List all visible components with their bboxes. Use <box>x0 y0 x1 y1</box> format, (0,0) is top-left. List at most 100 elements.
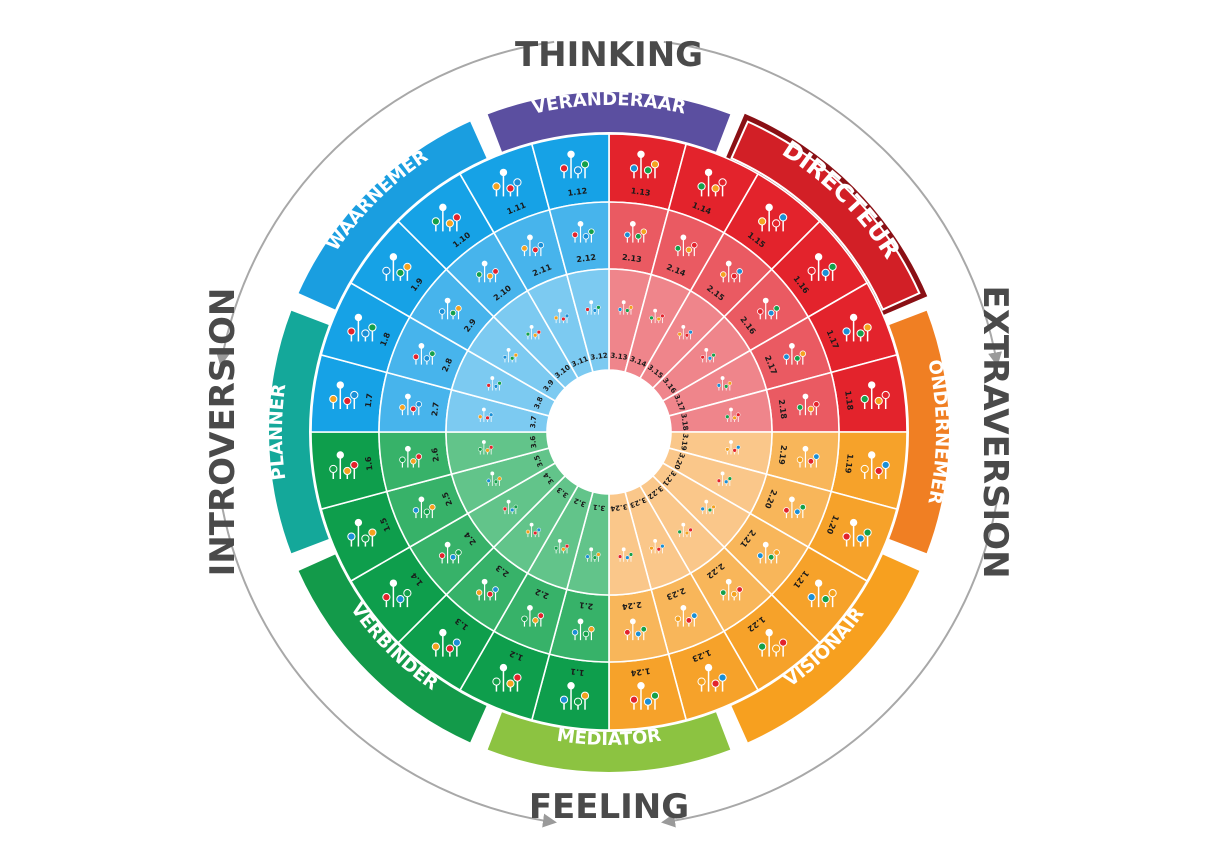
ring-cell[interactable]: 2.7 <box>378 371 453 433</box>
cell-number: 2.24 <box>621 600 642 612</box>
pin-head <box>677 529 682 535</box>
segment-fill <box>298 121 487 310</box>
pin-marker-group <box>329 381 359 410</box>
pin-marker-group <box>438 541 462 564</box>
pin-head <box>802 393 809 400</box>
pin-head <box>711 184 720 193</box>
pin-head <box>399 456 406 463</box>
pin-head <box>794 508 801 516</box>
ring-cell[interactable]: 1.7 <box>310 353 388 433</box>
pin-head <box>813 453 820 460</box>
pin-marker-group <box>475 260 499 283</box>
pin-marker-group <box>347 313 377 342</box>
ring-cell[interactable]: 3.24 <box>608 490 653 596</box>
pin-head <box>361 329 370 338</box>
pin-head <box>773 305 780 312</box>
pin-head <box>779 213 788 222</box>
pin-head <box>410 458 417 465</box>
ring-cell[interactable]: 2.6 <box>378 431 453 493</box>
pin-head <box>720 376 725 380</box>
pin-head <box>415 401 422 408</box>
pin-head <box>757 308 764 315</box>
pin-marker-group <box>697 663 727 692</box>
pin-head <box>677 332 682 337</box>
pin-head <box>499 168 508 177</box>
pin-head <box>506 679 515 688</box>
pin-head <box>481 578 488 585</box>
pin-head <box>629 695 639 704</box>
pin-marker-group <box>399 393 422 416</box>
pin-head <box>720 471 725 476</box>
pin-head <box>585 307 590 312</box>
pin-head <box>762 541 769 548</box>
ring-cell[interactable]: 1.1 <box>530 653 610 731</box>
pin-head <box>716 478 722 483</box>
pin-marker-group <box>700 499 716 515</box>
pin-marker-group <box>649 308 665 324</box>
pin-head <box>513 673 522 682</box>
pin-head <box>452 213 461 222</box>
pin-head <box>730 272 738 280</box>
cell-number: 1.6 <box>364 456 375 472</box>
pin-marker-group <box>521 234 545 257</box>
pin-head <box>444 297 451 304</box>
ring-cell[interactable]: 1.6 <box>310 431 388 511</box>
pin-head <box>730 590 738 598</box>
pin-head <box>527 234 533 241</box>
pin-marker-group <box>502 499 518 515</box>
pin-head <box>439 203 447 212</box>
ring-cell[interactable]: 2.11 <box>492 208 568 292</box>
pin-head <box>621 547 626 552</box>
pin-head <box>350 390 359 400</box>
pin-head <box>688 329 693 335</box>
pin-head <box>497 476 502 481</box>
pin-head <box>452 638 461 647</box>
pin-head <box>489 445 494 450</box>
pin-head <box>767 553 775 561</box>
ring-cell[interactable]: 1.8 <box>320 281 411 374</box>
pin-head <box>643 166 653 175</box>
pin-head <box>736 268 743 275</box>
pin-head <box>711 352 716 358</box>
type-segment-ondernemer[interactable]: ONDERNEMER <box>889 310 952 554</box>
pin-marker-group <box>486 376 502 391</box>
pin-head <box>860 464 869 474</box>
type-segment-veranderaar[interactable]: VERANDERAAR <box>487 89 731 152</box>
pin-head <box>624 629 631 636</box>
pin-head <box>732 415 737 420</box>
pin-head <box>729 440 733 444</box>
pin-head <box>828 589 837 598</box>
segment-fill <box>487 91 731 152</box>
pin-marker-group <box>382 579 412 608</box>
pin-head <box>685 617 693 624</box>
pin-head <box>813 401 820 408</box>
pin-marker-group <box>617 547 634 562</box>
ring-cell[interactable]: 1.17 <box>807 281 898 374</box>
pin-head <box>685 246 693 254</box>
pin-head <box>849 313 858 322</box>
pin-head <box>403 589 412 598</box>
pin-head <box>497 381 502 386</box>
pin-marker-group <box>492 168 522 197</box>
pin-head <box>577 220 584 227</box>
pin-head <box>725 414 730 419</box>
ring-cell[interactable]: 2.12 <box>548 201 610 276</box>
pin-head <box>684 333 690 338</box>
pin-head <box>536 527 541 532</box>
pin-head <box>868 381 876 389</box>
pin-head <box>396 595 405 604</box>
ring-cell[interactable]: 1.11 <box>458 143 551 234</box>
pin-head <box>649 315 654 321</box>
pin-marker-group <box>860 381 890 410</box>
pin-head <box>404 393 411 400</box>
pin-head <box>438 308 446 315</box>
pin-head <box>444 541 451 548</box>
ring-cell[interactable]: 1.23 <box>667 630 760 721</box>
pin-head <box>429 350 436 357</box>
pin-head <box>354 518 363 527</box>
pin-head <box>481 260 488 267</box>
pin-head <box>329 394 338 404</box>
type-segment-planner[interactable]: PLANNER <box>266 310 329 554</box>
ring-cell[interactable]: 3.17 <box>661 349 768 417</box>
cell-number: 1.18 <box>843 390 855 411</box>
